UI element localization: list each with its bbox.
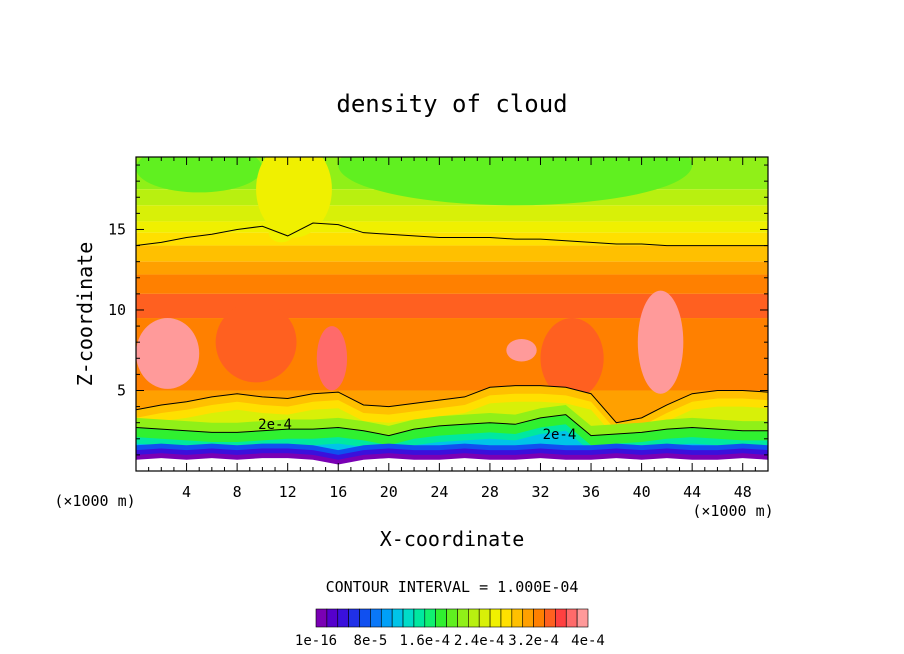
colorbar-swatch-8 [402,608,415,628]
contour-band-2 [136,205,768,222]
colorbar-swatch-1 [326,608,339,628]
x-tick-label-40: 40 [633,483,651,501]
contour-line-2e-4 [136,414,768,437]
contour-interval-label: CONTOUR INTERVAL = 1.000E-04 [326,578,579,596]
y-axis-label: Z-coordinate [73,242,97,387]
colorbar-swatch-13 [457,608,469,628]
colorbar-swatch-0 [315,608,328,628]
x-unit-right: (×1000 m) [692,502,773,520]
x-tick-label-44: 44 [683,483,701,501]
colorbar-swatch-22 [555,608,567,628]
contour-blob-6 [268,223,294,243]
y-tick-label-10: 10 [108,301,126,319]
colorbar-swatch-5 [370,608,382,628]
x-tick-label-48: 48 [734,483,752,501]
colorbar-swatch-23 [565,608,578,628]
contour-blob-2 [316,326,348,391]
colorbar-label-4: 3.2e-4 [508,633,559,649]
colorbar-swatch-4 [359,608,371,628]
clear-region [136,458,768,471]
contour-band-6 [136,261,768,275]
x-tick-label-12: 12 [279,483,297,501]
colorbar-swatch-21 [544,608,556,628]
contour-band-5 [136,245,768,262]
x-axis-ticks: 4 8 12 16 20 24 28 32 36 40 44 48 [148,157,756,501]
y-tick-label-5: 5 [117,381,126,399]
y-tick-label-15: 15 [108,220,126,238]
colorbar-swatch-10 [424,608,436,628]
colorbar-swatch-3 [348,608,360,628]
colorbar-swatch-2 [337,608,349,628]
colorbar-swatch-11 [435,608,447,628]
colorbar-label-0: 1e-16 [295,633,337,649]
contour-blob-3 [506,338,537,362]
contour-line-upper [136,222,768,247]
contour-label-1: 2e-4 [543,427,577,443]
colorbar-swatch-24 [576,608,589,628]
colorbar-swatch-17 [500,608,513,628]
top-green-region [338,157,693,206]
contour-band-7 [136,274,768,294]
colorbar-label-1: 8e-5 [354,633,388,649]
contour-blob-1 [215,301,297,383]
x-tick-label-32: 32 [531,483,549,501]
yellow-plume [256,157,332,238]
colorbar-swatch-20 [533,608,545,628]
contour-blob-5 [637,290,684,394]
contour-line-lower [136,385,768,424]
x-tick-label-8: 8 [233,483,242,501]
colorbar-swatch-19 [522,608,534,628]
x-tick-label-20: 20 [380,483,398,501]
colorbar-swatch-12 [446,608,458,628]
chart-title: density of cloud [336,90,567,118]
x-tick-label-24: 24 [430,483,448,501]
x-tick-label-16: 16 [329,483,347,501]
colorbar-swatch-7 [391,608,404,628]
x-axis-label: X-coordinate [380,527,525,551]
x-tick-label-4: 4 [182,483,191,501]
colorbar-labels: 1e-16 8e-5 1.6e-4 2.4e-4 3.2e-4 4e-4 [295,633,605,649]
colorbar-label-3: 2.4e-4 [454,633,505,649]
contour-label-0: 2e-4 [258,417,292,433]
colorbar [315,608,589,628]
contour-band-4 [136,232,768,246]
contour-lines: 2e-4 2e-4 [136,222,768,443]
colorbar-swatch-16 [489,608,502,628]
contour-band-3 [136,221,768,233]
x-tick-label-36: 36 [582,483,600,501]
contour-blob-4 [540,318,604,399]
colorbar-swatch-18 [511,608,524,628]
contour-blob-0 [136,318,200,389]
y-axis-ticks: 5 10 15 [108,164,768,456]
colorbar-label-5: 4e-4 [571,633,605,649]
top-left-green-region [136,157,263,193]
x-tick-label-28: 28 [481,483,499,501]
x-unit-left: (×1000 m) [54,492,135,510]
contour-fill-area [136,157,768,471]
colorbar-swatch-6 [380,608,393,628]
colorbar-swatch-14 [468,608,480,628]
colorbar-label-2: 1.6e-4 [400,633,451,649]
colorbar-swatch-9 [413,608,426,628]
colorbar-swatch-15 [478,608,491,628]
